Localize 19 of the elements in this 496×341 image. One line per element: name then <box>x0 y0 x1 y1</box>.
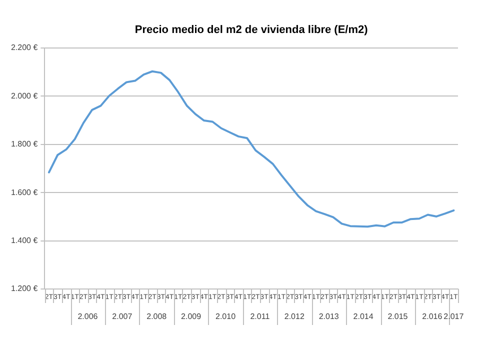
text: 2.011 <box>250 312 270 322</box>
text: 2.010 <box>216 312 236 322</box>
text: 2.009 <box>181 312 202 322</box>
text: 2.015 <box>388 312 408 322</box>
text: 2.016 <box>422 312 443 322</box>
y-tick-label: 2.200 € <box>10 43 38 52</box>
y-tick-label: 1.200 € <box>10 284 38 294</box>
text: 2.014 <box>353 312 374 322</box>
text: 2.008 <box>146 312 168 322</box>
y-tick-label: 1.800 € <box>10 140 38 149</box>
text: 2.007 <box>112 312 133 322</box>
y-tick-label: 2.000 € <box>10 91 38 100</box>
y-tick-label: 1.400 € <box>10 236 38 246</box>
chart-title: Precio medio del m2 de vivienda libre (E/m2) <box>134 24 368 36</box>
text: 2.006 <box>78 312 98 322</box>
text: 2.017 <box>444 312 464 322</box>
y-tick-label: 1.600 € <box>10 188 38 197</box>
text: 2.013 <box>318 312 340 322</box>
text: 2.012 <box>284 312 305 322</box>
